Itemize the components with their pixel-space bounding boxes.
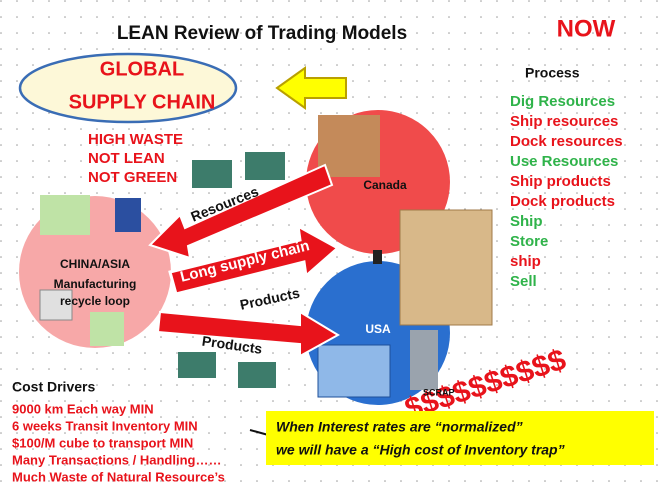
scrap-label: SCRAP [423,387,455,397]
waste-note: NOT GREEN [88,169,177,186]
process-step: Dock products [510,193,615,210]
region-label: Manufacturing [54,277,137,291]
region-label: USA [365,322,391,336]
welder-image [115,198,141,232]
global-label: GLOBAL [100,58,184,80]
ship-image [245,152,285,180]
yellow-arrow [275,66,347,110]
callout-box [266,411,654,465]
process-list: Dig Resources Ship resources Dock resource… [510,93,623,290]
process-step: ship [510,253,541,270]
cost-item: 9000 km Each way MIN [12,401,154,416]
cost-heading: Cost Drivers [12,379,95,395]
region-label: Canada [363,178,407,192]
worker-image [410,330,438,390]
resources-arrow [148,163,334,260]
process-step: Ship products [510,173,611,190]
ship-image [178,352,216,378]
cost-item: 6 weeks Transit Inventory MIN [12,418,198,433]
ship-image [238,362,276,388]
title: LEAN Review of Trading Models [117,23,407,44]
boxes-image [399,209,493,326]
mine-image [318,115,380,177]
factory-image [40,195,90,235]
cost-item: Much Waste of Natural Resource’s [12,469,225,484]
global-ellipse [18,52,238,124]
cost-item: $100/M cube to transport MIN [12,435,193,450]
callout-text: When Interest rates are “normalized” [276,419,523,435]
now-label: NOW [557,15,616,42]
region-label: CHINA/ASIA [60,257,130,271]
roll-image [39,289,73,321]
process-heading: Process [525,65,580,81]
process-step: Store [510,233,548,250]
process-step: Dock resources [510,133,623,150]
process-step: Dig Resources [510,93,615,110]
waste-note: HIGH WASTE [88,131,183,148]
process-step: Ship [510,213,543,230]
factory-image [90,312,124,346]
cost-list: 9000 km Each way MIN 6 weeks Transit Inve… [12,401,225,484]
ship-image [192,160,232,188]
cost-item: Many Transactions / Handling…… [12,452,221,467]
global-label: SUPPLY CHAIN [69,91,216,113]
callout-text: we will have a “High cost of Inventory t… [276,442,565,458]
waste-note: NOT LEAN [88,150,165,167]
long-chain-arrow [168,223,341,296]
process-step: Sell [510,273,537,290]
products-arrow [156,310,340,358]
process-step: Ship resources [510,113,618,130]
warehouse-image [317,344,391,398]
region-label: recycle loop [60,294,130,308]
process-step: Use Resources [510,153,618,170]
connector [373,250,382,264]
